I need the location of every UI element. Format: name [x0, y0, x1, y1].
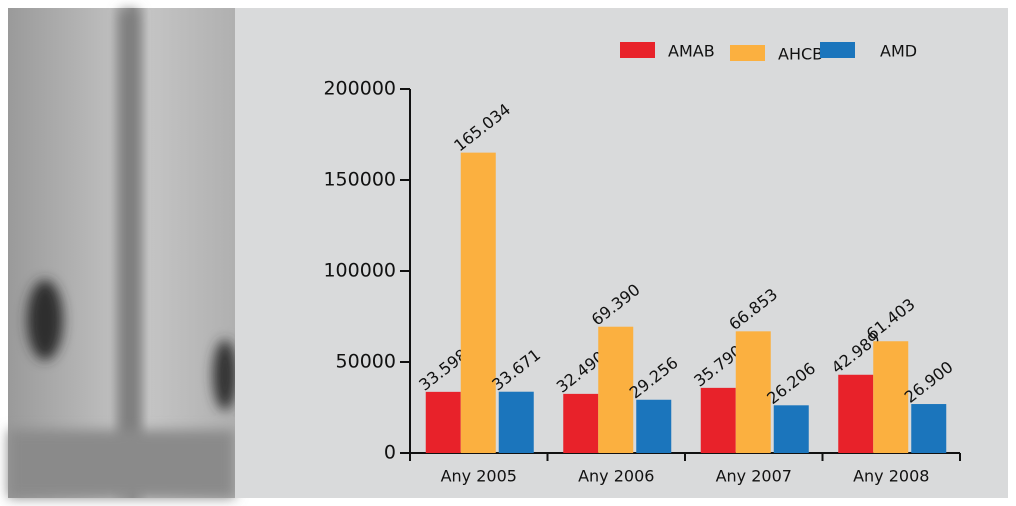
bar	[460, 152, 496, 453]
x-tick-label: Any 2006	[578, 467, 654, 486]
legend-swatch	[730, 45, 765, 61]
bar	[563, 393, 599, 453]
bar	[838, 374, 874, 453]
bar	[425, 391, 461, 453]
y-tick-label: 150000	[323, 169, 396, 191]
x-tick-label: Any 2007	[716, 467, 792, 486]
x-tick-label: Any 2008	[853, 467, 929, 486]
legend-label: AMD	[880, 42, 917, 61]
bar	[636, 399, 672, 453]
bar	[598, 326, 634, 453]
x-tick-label: Any 2005	[441, 467, 517, 486]
y-tick-label: 0	[384, 442, 396, 464]
legend-label: AMAB	[668, 42, 715, 61]
legend-swatch	[820, 42, 855, 58]
legend-label: AHCB	[778, 45, 823, 64]
bar	[773, 405, 809, 453]
bar	[498, 391, 534, 453]
y-tick-label: 100000	[323, 260, 396, 282]
bar	[911, 404, 947, 453]
bar	[735, 331, 771, 453]
bar	[700, 387, 736, 453]
y-tick-label: 50000	[336, 351, 396, 373]
legend-swatch	[620, 42, 655, 58]
bar	[873, 341, 909, 453]
y-tick-label: 200000	[323, 78, 396, 100]
photo-detail	[8, 10, 237, 498]
